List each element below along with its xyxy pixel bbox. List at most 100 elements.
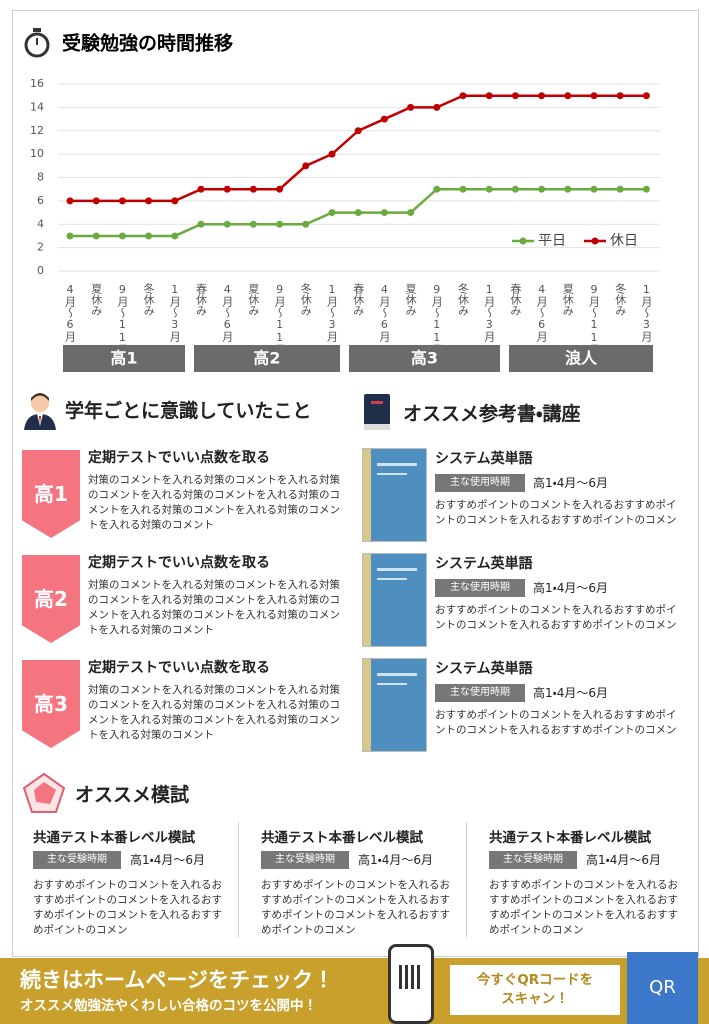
cta-box: 今すぐQRコードを スキャン！ bbox=[450, 965, 620, 1015]
cover-line bbox=[377, 473, 407, 475]
data-point bbox=[642, 92, 650, 100]
legend-label: 平日 bbox=[538, 233, 566, 249]
x-tick-label: 9月〜11月 bbox=[273, 283, 286, 355]
stopwatch-top bbox=[33, 28, 41, 32]
x-tick-label: 夏休み bbox=[90, 283, 103, 316]
legend-dot bbox=[591, 237, 599, 245]
legend-dot bbox=[519, 237, 527, 245]
y-tick-label: 14 bbox=[30, 100, 44, 113]
data-point bbox=[590, 92, 598, 100]
tag: 主な使用時期 bbox=[435, 579, 525, 597]
data-point bbox=[223, 220, 231, 228]
item-text: おすすめポイントのコメントを入れるおすすめポイントのコメントを入れるおすすめポイ… bbox=[435, 709, 677, 736]
item-heading: 共通テスト本番レベル模試 bbox=[261, 830, 423, 846]
data-point bbox=[223, 185, 231, 193]
cover-line bbox=[377, 578, 407, 580]
group-label: 高2 bbox=[253, 349, 280, 368]
x-tick-label: 9月〜11月 bbox=[116, 283, 129, 355]
data-point bbox=[354, 209, 362, 217]
data-point bbox=[590, 185, 598, 193]
item-heading: システム英単語 bbox=[435, 451, 533, 467]
grade-label: 高3 bbox=[34, 692, 68, 716]
period: 高1・4月〜6月 bbox=[130, 853, 205, 867]
qr-button[interactable]: QR bbox=[627, 952, 698, 1024]
data-point bbox=[118, 197, 126, 205]
data-point bbox=[538, 185, 546, 193]
data-point bbox=[249, 185, 257, 193]
x-tick-label: 4月〜6月 bbox=[378, 283, 391, 342]
cover-line bbox=[377, 568, 417, 571]
tag: 主な受験時期 bbox=[261, 851, 349, 869]
data-point bbox=[485, 92, 493, 100]
stopwatch-icon bbox=[24, 32, 50, 58]
data-point bbox=[328, 150, 336, 158]
phone-icon bbox=[388, 944, 434, 1024]
tag: 主な使用時期 bbox=[435, 684, 525, 702]
section-title: オススメ参考書・講座 bbox=[403, 403, 581, 425]
data-point bbox=[197, 185, 205, 193]
data-point bbox=[302, 162, 310, 170]
group-box bbox=[194, 345, 340, 372]
group-label: 浪人 bbox=[565, 349, 598, 368]
data-point bbox=[380, 209, 388, 217]
period: 高1・4月〜6月 bbox=[533, 581, 608, 595]
divider bbox=[466, 822, 467, 937]
data-point bbox=[171, 232, 179, 240]
qr-icon bbox=[399, 965, 423, 989]
data-point bbox=[276, 220, 284, 228]
footer-subtitle: オススメ勉強法やくわしい合格のコツを公開中！ bbox=[20, 998, 317, 1014]
grade-badge: 高3 bbox=[22, 660, 80, 748]
data-point bbox=[197, 220, 205, 228]
data-point bbox=[380, 115, 388, 123]
item-text: 対策のコメントを入れる対策のコメントを入れる対策のコメントを入れる対策のコメント… bbox=[88, 474, 340, 531]
y-tick-label: 6 bbox=[37, 194, 44, 207]
x-tick-label: 夏休み bbox=[247, 283, 260, 316]
group-box bbox=[63, 345, 185, 372]
data-point bbox=[66, 232, 74, 240]
data-point bbox=[145, 197, 153, 205]
cover-line bbox=[377, 673, 417, 676]
data-point bbox=[249, 220, 257, 228]
x-tick-label: 春休み bbox=[352, 283, 365, 316]
item-text: おすすめポイントのコメントを入れるおすすめポイントのコメントを入れるおすすめポイ… bbox=[435, 604, 677, 631]
item-text: 対策のコメントを入れる対策のコメントを入れる対策のコメントを入れる対策のコメント… bbox=[88, 684, 340, 741]
data-point bbox=[66, 197, 74, 205]
data-point bbox=[92, 232, 100, 240]
series-line bbox=[70, 94, 647, 203]
data-point bbox=[564, 92, 572, 100]
data-point bbox=[642, 185, 650, 193]
cover-band bbox=[363, 554, 371, 646]
grade-label: 高2 bbox=[34, 587, 68, 611]
x-tick-label: 4月〜6月 bbox=[221, 283, 234, 342]
item-heading: 定期テストでいい点数を取る bbox=[88, 660, 270, 676]
item-heading: 共通テスト本番レベル模試 bbox=[489, 830, 651, 846]
cover-line bbox=[377, 463, 417, 466]
data-point bbox=[511, 92, 519, 100]
item-heading: 定期テストでいい点数を取る bbox=[88, 450, 270, 466]
radar-icon bbox=[22, 772, 66, 813]
y-tick-label: 0 bbox=[37, 264, 44, 277]
item-text: おすすめポイントのコメントを入れるおすすめポイントのコメントを入れるおすすめポイ… bbox=[489, 879, 678, 936]
group-label: 高1 bbox=[110, 349, 137, 368]
data-point bbox=[354, 127, 362, 135]
item-text: 対策のコメントを入れる対策のコメントを入れる対策のコメントを入れる対策のコメント… bbox=[88, 579, 340, 636]
tag: 主な受験時期 bbox=[489, 851, 577, 869]
x-tick-label: 春休み bbox=[195, 283, 208, 316]
data-point bbox=[407, 209, 415, 217]
data-point bbox=[459, 92, 467, 100]
cover-line bbox=[377, 683, 407, 685]
data-point bbox=[302, 220, 310, 228]
x-tick-label: 冬休み bbox=[142, 282, 155, 316]
y-tick-label: 10 bbox=[30, 147, 44, 160]
period: 高1・4月〜6月 bbox=[586, 853, 661, 867]
tag: 主な受験時期 bbox=[33, 851, 121, 869]
x-tick-label: 冬休み bbox=[299, 282, 312, 316]
item-heading: 定期テストでいい点数を取る bbox=[88, 555, 270, 571]
y-tick-label: 2 bbox=[37, 241, 44, 254]
frame bbox=[12, 10, 699, 957]
x-tick-label: 冬休み bbox=[614, 282, 627, 316]
book-cover bbox=[362, 658, 427, 752]
data-point bbox=[538, 92, 546, 100]
x-tick-label: 春休み bbox=[509, 283, 522, 316]
